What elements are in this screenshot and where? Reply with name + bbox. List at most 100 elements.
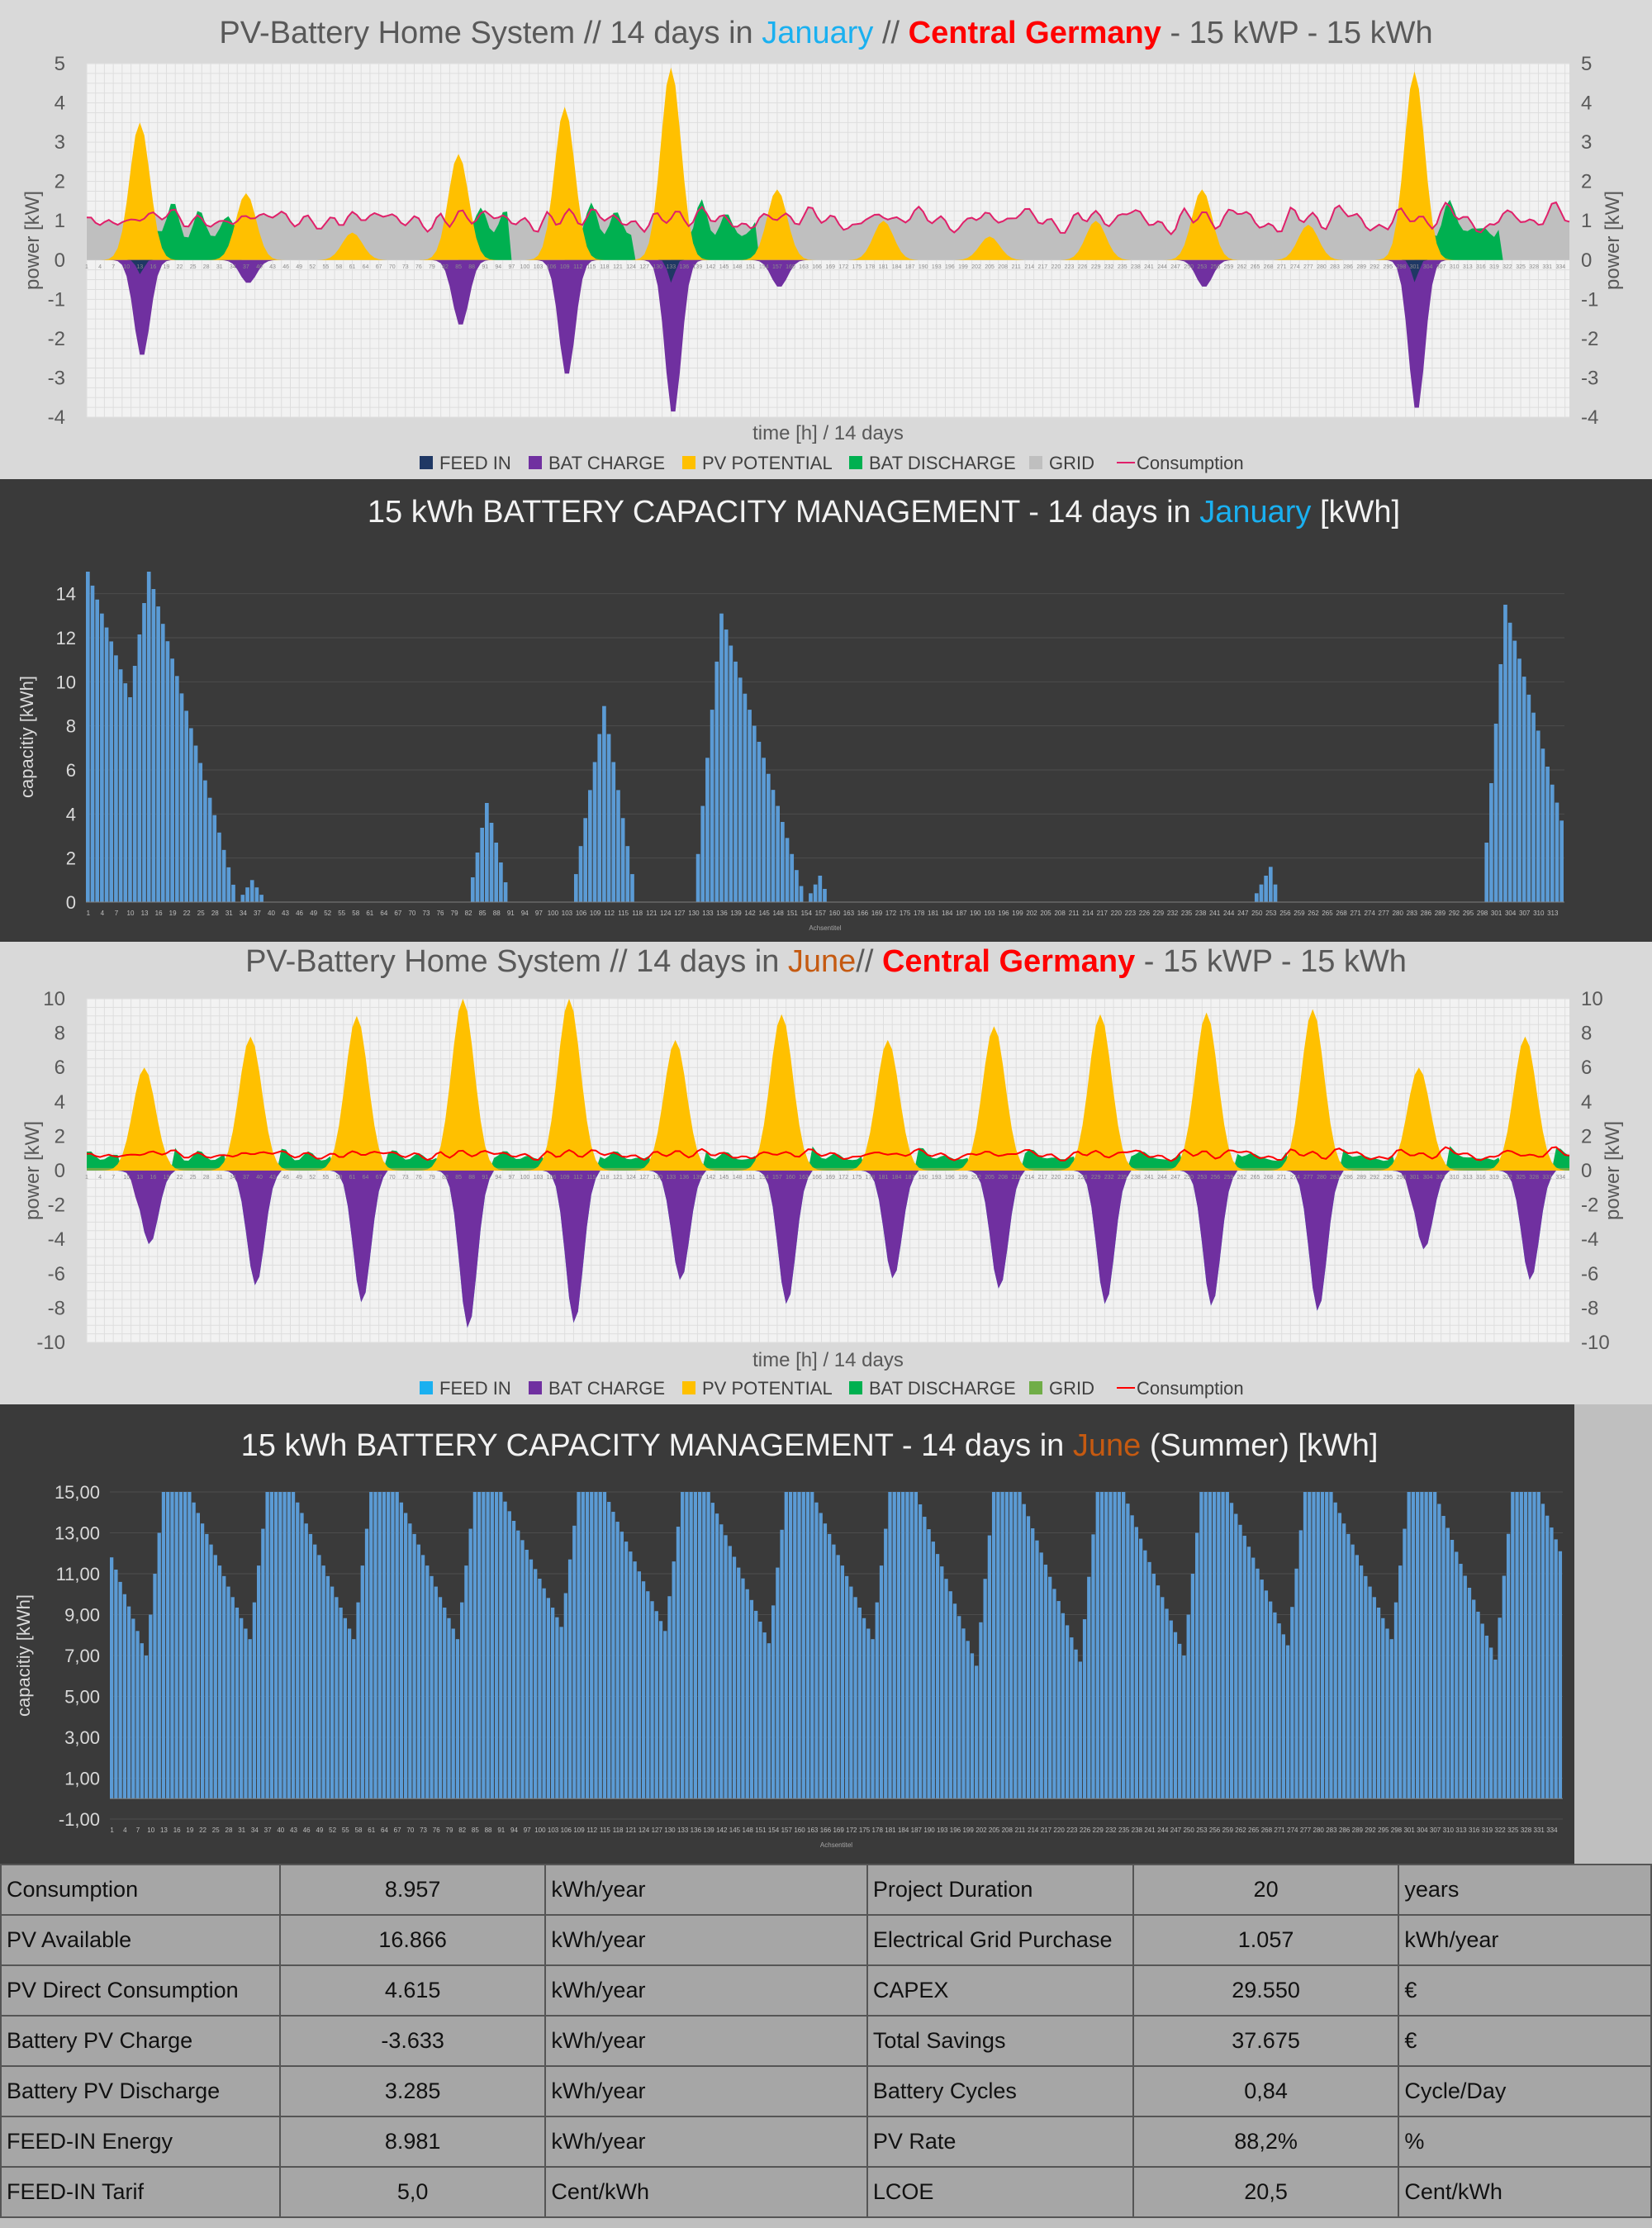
x-tick-label: 301 [1410,264,1420,270]
capacity-bar [1039,1552,1043,1799]
capacity-bar [710,1503,714,1799]
capacity-bar [178,1492,183,1799]
x-tick-label: 163 [799,1175,809,1181]
x-tick-label: 196 [945,1175,955,1181]
table-cell: Cent/kWh [1398,2166,1652,2218]
x-tick-label: 220 [1111,910,1123,917]
x-tick-label: 82 [458,1827,466,1834]
capacity-bar [578,846,583,902]
x-tick-label: 289 [1356,1175,1366,1181]
x-tick-label: 103 [548,1827,559,1834]
y-tick-label: 11,00 [56,1564,100,1584]
capacity-bar [996,1492,1000,1799]
capacity-bar [592,762,597,902]
x-tick-label: 313 [1463,1175,1473,1181]
capacity-bar [909,1492,914,1799]
x-tick-label: 181 [879,264,889,270]
table-cell: LCOE [866,2166,1134,2218]
pv-potential-area [87,999,1569,1171]
x-tick-label: 40 [268,910,275,917]
table-cell: Cent/kWh [544,2166,868,2218]
x-tick-label: 79 [446,1827,453,1834]
x-tick-label: 289 [1356,264,1366,270]
capacity-bar [598,1492,602,1799]
x-tick-label: 229 [1091,264,1101,270]
capacity-bar [360,1565,364,1799]
capacity-bar [489,823,494,902]
x-tick-label: 265 [1251,264,1260,270]
x-tick-label: 250 [1183,1827,1194,1834]
capacity-bar [1238,1524,1242,1799]
capacity-bar [529,1559,534,1799]
x-tick-label: 1 [87,910,91,917]
capacity-bar [189,728,193,902]
capacity-bar [160,624,165,902]
x-tick-label: 235 [1118,264,1127,270]
x-tick-label: 295 [1378,1827,1389,1834]
x-tick-label: 193 [984,910,995,917]
capacity-bar [776,1567,780,1799]
capacity-bar [1260,1580,1264,1799]
bat-charge-area [87,1171,1569,1328]
x-tick-label: 316 [1476,1175,1486,1181]
capacity-bar [1165,1608,1169,1799]
table-cell: PV Direct Consumption [0,1964,281,2017]
x-tick-label: 223 [1065,1175,1075,1181]
x-tick-label: 22 [183,910,191,917]
y-tick-label-right: -2 [1581,328,1598,350]
x-tick-label: 19 [164,264,170,270]
capacity-bar [1147,1561,1151,1799]
x-tick-label: 295 [1463,910,1474,917]
x-tick-label: 82 [465,910,472,917]
y-tick-label: 0 [66,892,76,913]
x-tick-label: 322 [1502,1175,1512,1181]
capacity-bar [879,1565,884,1799]
capacity-bar [944,1579,948,1799]
capacity-bar [110,1557,114,1799]
table-row: FEED-IN Tarif 5,0 Cent/kWh LCOE 20,5 Cent/kWh [0,2166,1652,2218]
x-tick-label: 64 [381,1827,388,1834]
x-tick-label: 286 [1421,910,1432,917]
x-tick-label: 199 [958,264,968,270]
capacity-bar [179,693,184,902]
x-tick-label: 25 [190,1175,197,1181]
x-tick-label: 313 [1463,264,1473,270]
x-tick-label: 268 [1264,264,1274,270]
capacity-bar [460,1602,464,1799]
june-capacity-panel: 15 kWh BATTERY CAPACITY MANAGEMENT - 14 … [0,1404,1574,1864]
capacity-bar [641,1581,646,1799]
capacity-bar [719,1524,724,1799]
capacity-bar [1256,1568,1260,1799]
capacity-bar [542,1588,546,1799]
capacity-bar [1484,1635,1489,1799]
capacity-bar [828,1533,832,1799]
capacity-bar [630,874,634,902]
capacity-bar [729,645,733,902]
capacity-bar [1065,1625,1070,1799]
x-tick-label: 190 [919,264,928,270]
x-tick-label: 238 [1131,1175,1141,1181]
x-tick-label: 22 [199,1827,206,1834]
capacity-bar [321,1565,325,1799]
capacity-bar [217,1565,222,1799]
table-cell: CAPEX [866,1964,1134,2017]
x-tick-label: 154 [801,910,813,917]
capacity-bar [970,1653,975,1799]
x-tick-label: 4 [123,1827,127,1834]
capacity-bar [793,1492,797,1799]
table-cell: kWh/year [544,2065,868,2117]
capacity-bar [1554,1539,1558,1799]
x-tick-label: 121 [613,264,623,270]
capacity-bar [1385,1628,1389,1799]
capacity-bar [719,613,724,902]
x-tick-label: 247 [1170,1175,1180,1181]
x-tick-label: 91 [482,1175,488,1181]
x-tick-label: 283 [1326,1827,1337,1834]
x-tick-label: 148 [733,1175,743,1181]
capacity-bar [1381,1618,1385,1799]
x-tick-label: 268 [1261,1827,1273,1834]
capacity-bar [464,1565,468,1799]
legend-item-label: PV POTENTIAL [702,1378,833,1399]
capacity-bar [382,1492,387,1799]
capacity-bar [184,710,188,902]
